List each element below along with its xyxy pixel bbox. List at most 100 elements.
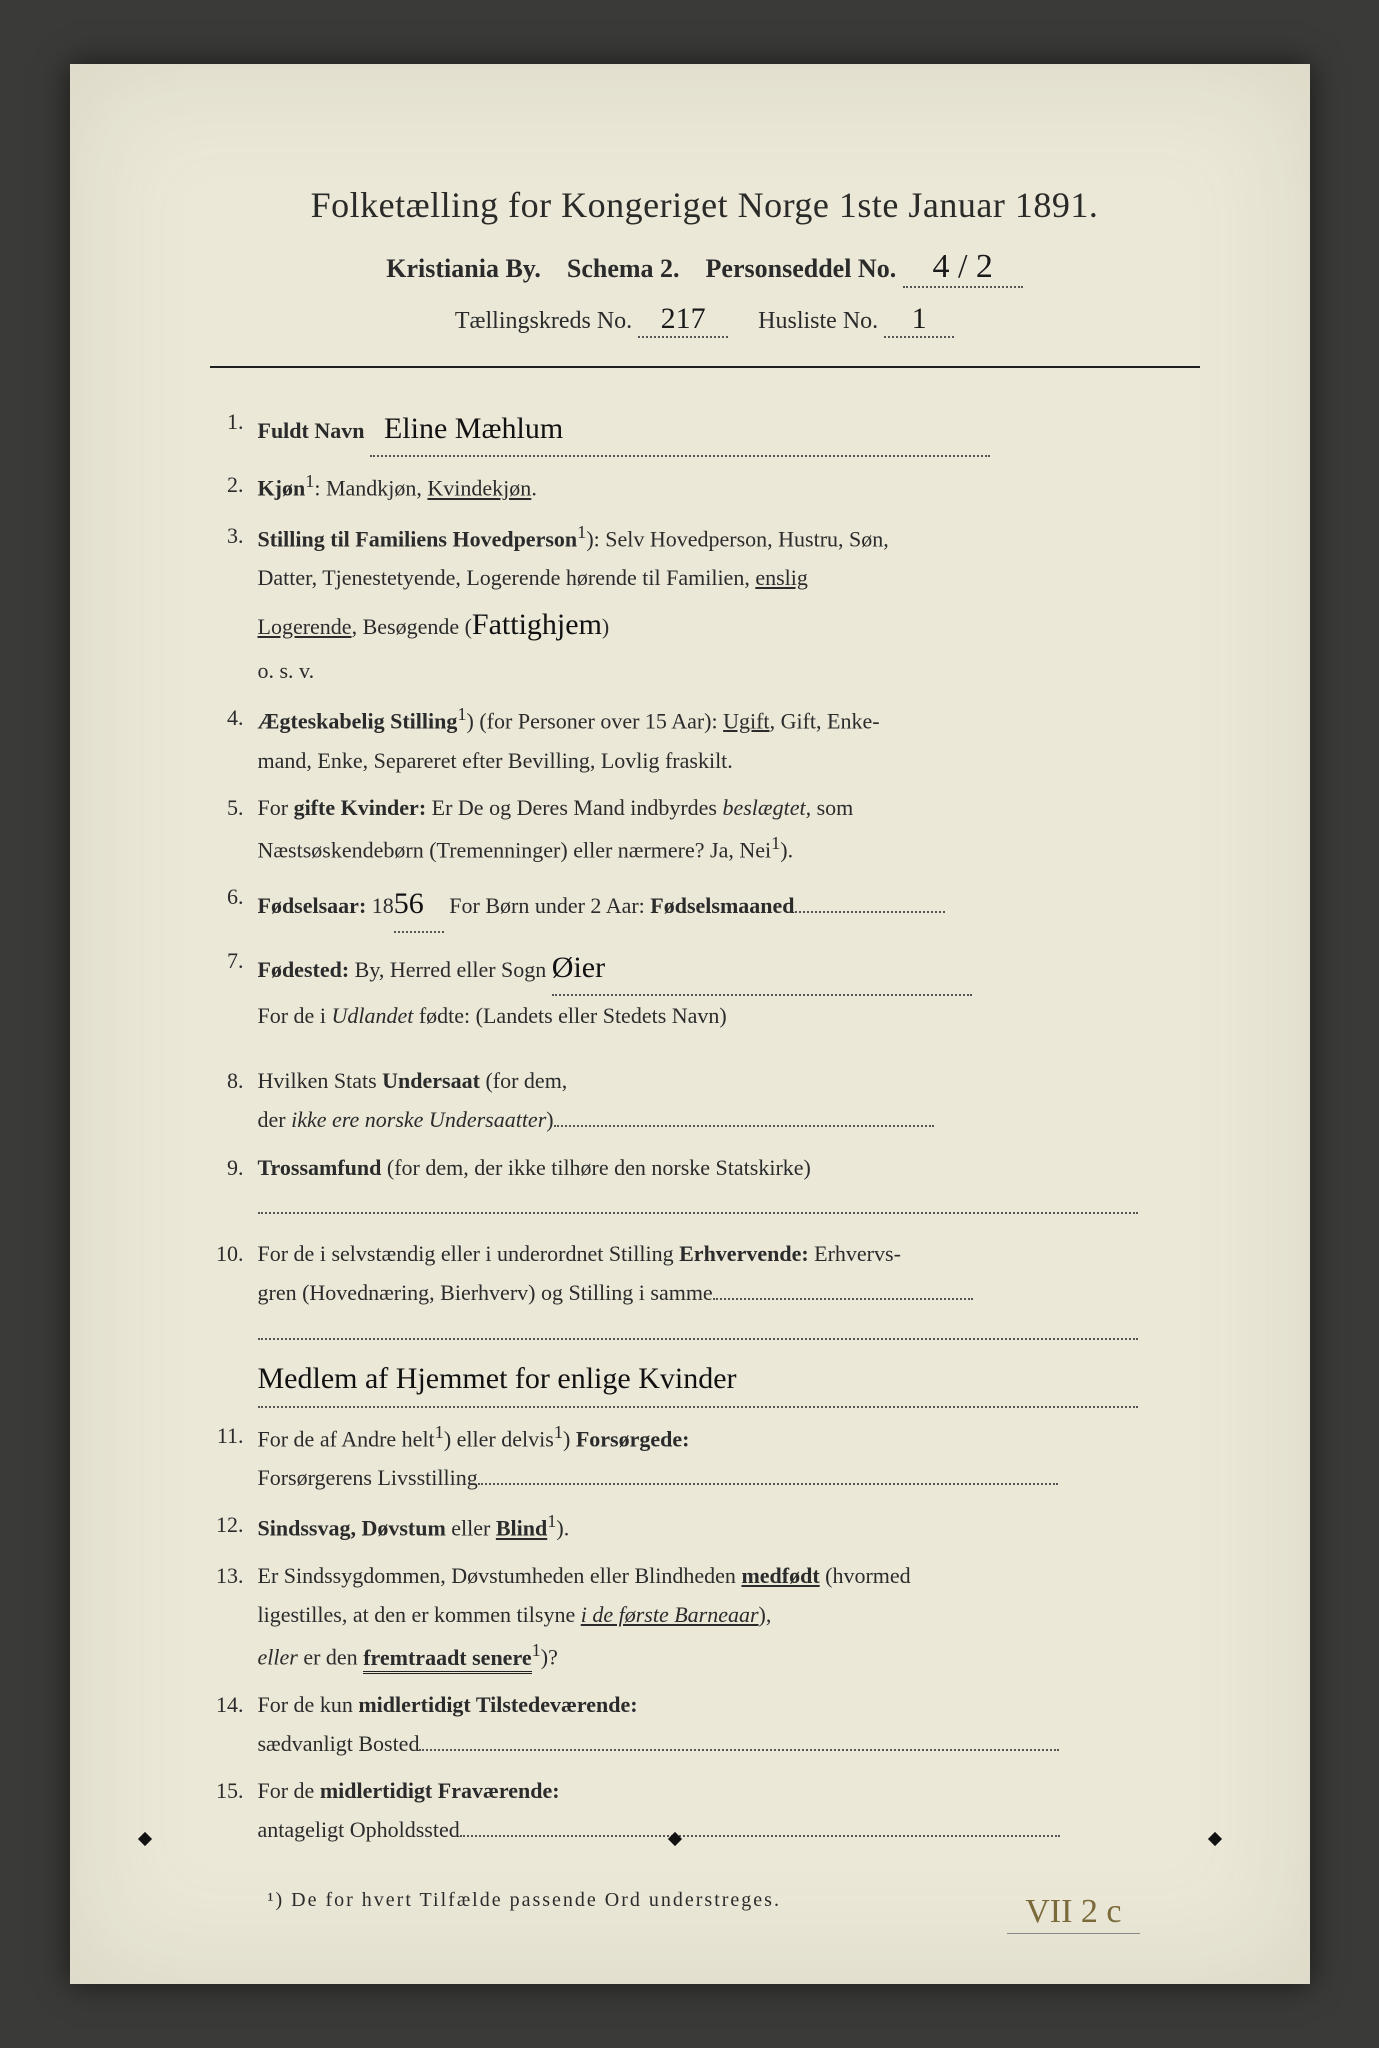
text: Er Sindssygdommen, Døvstumheden eller Bl… [258,1563,742,1588]
logerende-underlined: Logerende [258,614,352,639]
text: For Børn under 2 Aar: [444,893,651,918]
text: mand, Enke, Separeret efter Bevilling, L… [258,748,733,773]
text: ). [780,837,793,862]
blank-line [419,1749,1059,1751]
item-3: 3. Stilling til Familiens Hovedperson1):… [210,516,1200,690]
text: antageligt Opholdssted [258,1817,460,1842]
blank-line [554,1125,934,1127]
registration-mark-icon [1207,1832,1221,1846]
label-forsorgede: Forsørgede: [576,1426,690,1451]
label-stilling: Stilling til Familiens Hovedperson [258,526,578,551]
text: o. s. v. [258,658,315,683]
item-num: 4. [210,698,258,737]
text: som [811,795,853,820]
blank-line [258,1212,1138,1214]
text: For de [258,1778,320,1803]
text-italic: ikke ere norske Undersaatter [291,1107,546,1132]
fremtraadt-senere-underlined: fremtraadt senere [363,1645,531,1674]
item-num: 15. [210,1771,258,1810]
blank-line [258,1312,1138,1340]
text-italic: eller [258,1645,298,1670]
personseddel-label: Personseddel No. [706,254,897,283]
text: By, Herred eller Sogn [349,957,552,982]
item-1: 1. Fuldt Navn Eline Mæhlum [210,402,1200,457]
hand-fattighjem: Fattighjem [472,608,602,641]
kreds-label: Tællingskreds No. [455,308,632,334]
item-10: 10. For de i selvstændig eller i underor… [210,1234,1200,1408]
label-sindssvag: Sindssvag, Døvstum [258,1516,446,1541]
text: , Gift, Enke- [770,708,880,733]
item-num: 1. [210,402,258,441]
label-fuldt-navn: Fuldt Navn [258,418,365,443]
label-erhvervende: Erhvervende: [679,1241,809,1266]
text: (for dem, der ikke tilhøre den norske St… [381,1155,810,1180]
barneaar-underlined: i de første Barneaar [581,1602,759,1627]
item-num: 14. [210,1685,258,1724]
label-tilstede: midlertidigt Tilstedeværende: [358,1692,637,1717]
text: ), [759,1602,772,1627]
hand-sogn: Øier [552,941,972,996]
text: ) [546,1107,553,1132]
sup: 1 [457,704,466,724]
sup: 1 [305,471,314,491]
item-num: 9. [210,1148,258,1187]
text: Forsørgerens Livsstilling [258,1465,478,1490]
item-13: 13. Er Sindssygdommen, Døvstumheden elle… [210,1556,1200,1677]
value-fuldt-navn: Eline Mæhlum [370,402,990,457]
sup: 1 [771,833,780,853]
item-12: 12. Sindssvag, Døvstum eller Blind1). [210,1505,1200,1547]
text: ) [602,614,609,639]
text: For de kun [258,1692,359,1717]
page-background: Folketælling for Kongeriget Norge 1ste J… [0,0,1379,2048]
item-7: 7. Fødested: By, Herred eller Sogn Øier … [210,941,1200,1036]
city-label: Kristiania By. [386,254,541,283]
text-italic: Udlandet [331,1003,413,1028]
item-9: 9. Trossamfund (for dem, der ikke tilhør… [210,1148,1200,1226]
census-form-paper: Folketælling for Kongeriget Norge 1ste J… [70,64,1310,1984]
sup: 1 [577,522,586,542]
ugift-underlined: Ugift [723,708,769,733]
text: er den [298,1645,363,1670]
text: For de af Andre helt [258,1426,435,1451]
label-trossamfund: Trossamfund [258,1155,382,1180]
blank-line [460,1835,1060,1837]
blank-line [713,1298,973,1300]
form-title: Folketælling for Kongeriget Norge 1ste J… [210,184,1200,226]
hand-occupation: Medlem af Hjemmet for enlige Kvinder [258,1352,1138,1407]
label-undersaat: Undersaat [382,1068,480,1093]
personseddel-no: 4 / 2 [903,248,1023,288]
text: . [531,476,537,501]
item-num: 6. [210,877,258,916]
sup: 1 [435,1422,444,1442]
item-num: 12. [210,1505,258,1544]
label-fodested: Fødested: [258,957,350,982]
item-15: 15. For de midlertidigt Fraværende: anta… [210,1771,1200,1849]
item-2: 2. Kjøn1: Mandkjøn, Kvindekjøn. [210,465,1200,507]
registration-mark-icon [137,1832,151,1846]
sup: 1 [532,1640,541,1660]
spacer [210,1043,1200,1061]
item-14: 14. For de kun midlertidigt Tilstedevære… [210,1685,1200,1763]
item-8: 8. Hvilken Stats Undersaat (for dem, der… [210,1061,1200,1139]
text: Næstsøskendebørn (Tremenninger) eller næ… [258,837,772,862]
text: ). [556,1516,569,1541]
husliste-label: Husliste No. [758,308,878,334]
text: Er De og Deres Mand indbyrdes [426,795,722,820]
item-num: 10. [210,1234,258,1273]
text: ligestilles, at den er kommen tilsyne [258,1602,581,1627]
text: Datter, Tjenestetyende, Logerende hørend… [258,565,756,590]
archive-stamp: VII 2 c [1007,1891,1139,1934]
medfodt-underlined: medfødt [741,1563,819,1588]
label-fravaerende: midlertidigt Fraværende: [320,1778,560,1803]
blank-line [795,911,945,913]
text: der [258,1107,292,1132]
hand-year: 56 [394,877,444,932]
husliste-no: 1 [884,302,954,338]
text: )? [541,1645,558,1670]
item-num: 3. [210,516,258,555]
text: eller [446,1516,496,1541]
sup: 1 [554,1422,563,1442]
schema-label: Schema 2. [567,254,680,283]
enslig-underlined: enslig [755,565,808,590]
text: gren (Hovednæring, Bierhverv) og Stillin… [258,1280,713,1305]
